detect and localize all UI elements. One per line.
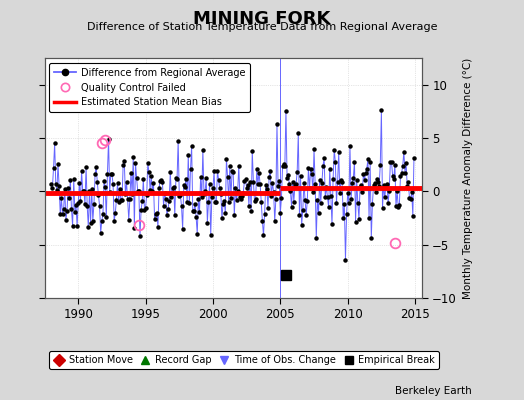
Legend: Difference from Regional Average, Quality Control Failed, Estimated Station Mean: Difference from Regional Average, Qualit… — [49, 63, 250, 112]
Y-axis label: Monthly Temperature Anomaly Difference (°C): Monthly Temperature Anomaly Difference (… — [463, 57, 473, 299]
Text: Difference of Station Temperature Data from Regional Average: Difference of Station Temperature Data f… — [87, 22, 437, 32]
Legend: Station Move, Record Gap, Time of Obs. Change, Empirical Break: Station Move, Record Gap, Time of Obs. C… — [49, 351, 439, 369]
Text: Berkeley Earth: Berkeley Earth — [395, 386, 472, 396]
Text: MINING FORK: MINING FORK — [193, 10, 331, 28]
